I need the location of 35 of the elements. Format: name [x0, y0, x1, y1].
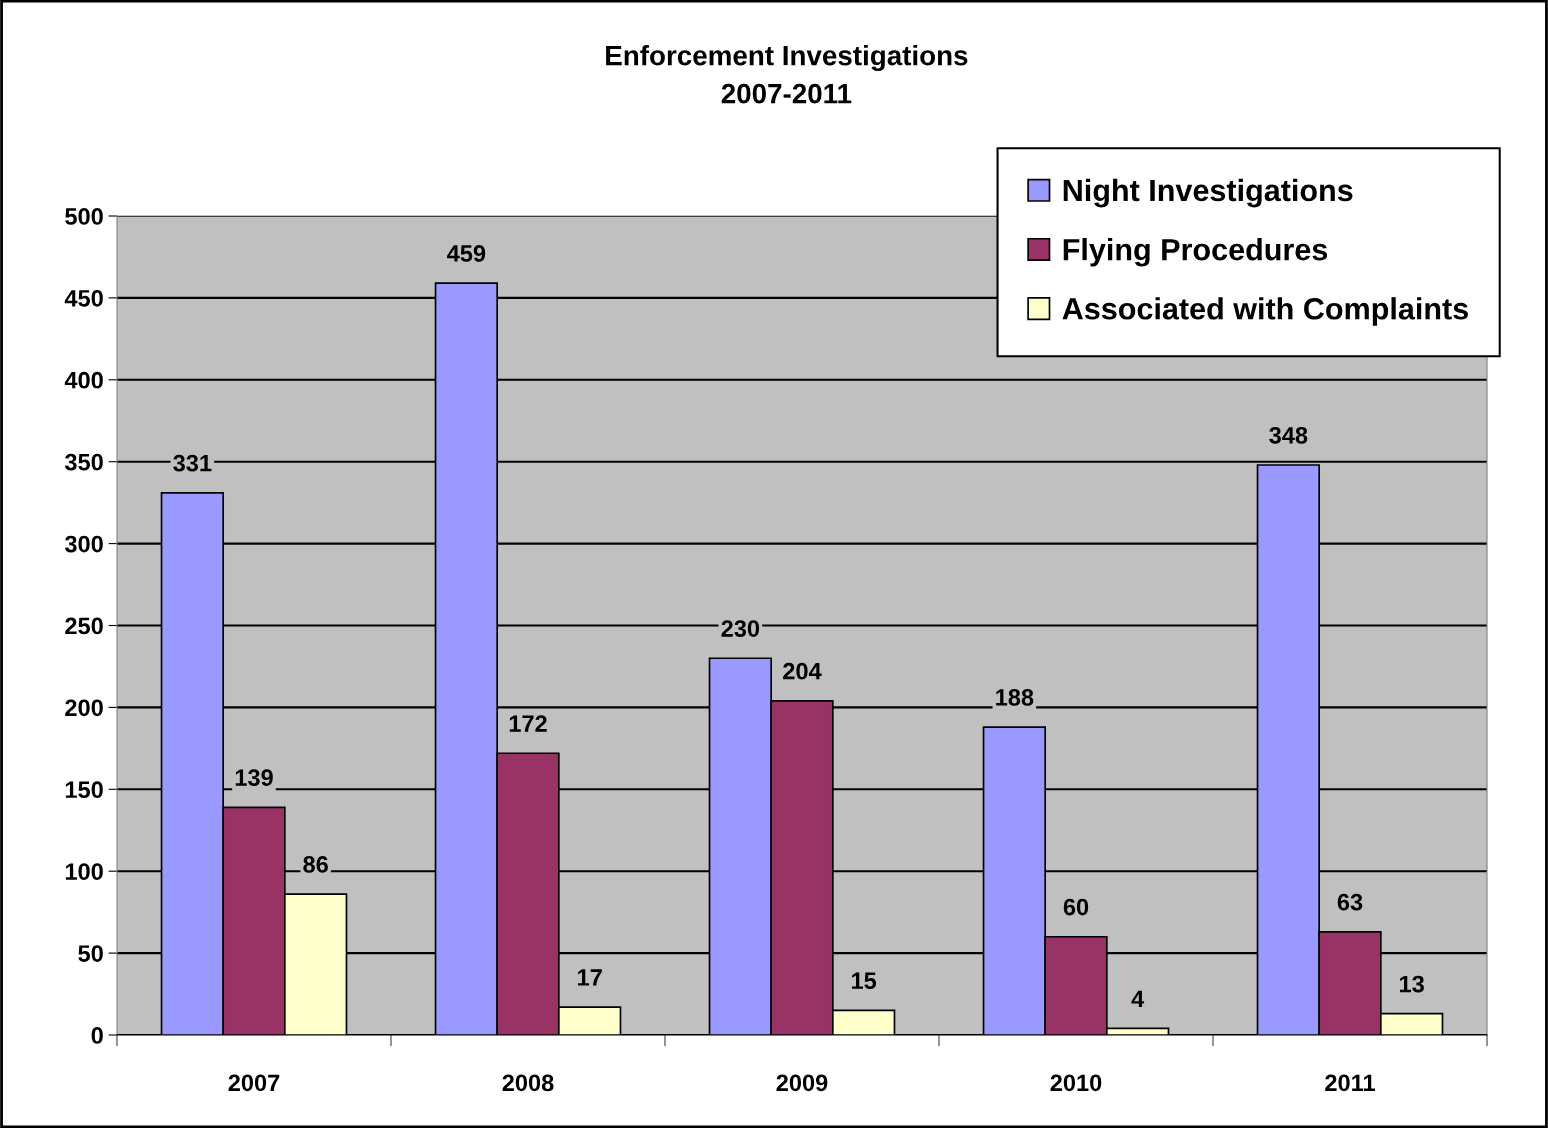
- y-tick-label: 150: [65, 781, 103, 799]
- data-label: 86: [303, 856, 328, 873]
- y-tick-label: 50: [78, 945, 103, 962]
- data-label: 204: [783, 662, 822, 680]
- data-label: 139: [235, 769, 273, 787]
- data-label: 331: [173, 454, 212, 472]
- legend-label: Flying Procedures: [1063, 238, 1328, 267]
- y-tick-label: 250: [65, 617, 103, 635]
- legend-label: Night Investigations: [1063, 178, 1353, 208]
- data-label: 348: [1269, 426, 1308, 444]
- y-tick-label: 500: [65, 208, 103, 225]
- y-tick-label: 300: [64, 535, 103, 553]
- x-tick-label: 2009: [776, 1074, 828, 1092]
- x-tick-label: 2008: [502, 1074, 554, 1092]
- data-label: 459: [447, 245, 486, 262]
- y-tick-label: 0: [91, 1027, 103, 1044]
- data-label: 172: [509, 715, 547, 732]
- data-label: 63: [1337, 893, 1363, 911]
- x-tick-label: 2007: [228, 1074, 280, 1092]
- y-tick-label: 350: [64, 453, 103, 471]
- data-label: 60: [1063, 898, 1089, 916]
- data-label: 230: [721, 620, 760, 637]
- data-label: 188: [996, 689, 1034, 706]
- y-tick-label: 450: [64, 289, 103, 307]
- data-label: 4: [1131, 990, 1145, 1007]
- x-tick-label: 2011: [1325, 1074, 1375, 1092]
- data-label: 15: [852, 972, 877, 990]
- x-tick-label: 2010: [1050, 1074, 1102, 1092]
- legend-label: Associated with Complaints: [1062, 297, 1468, 326]
- data-label: 13: [1400, 975, 1424, 993]
- y-tick-label: 100: [65, 863, 103, 880]
- chart-title: Enforcement Investigations 2007-2011: [606, 45, 968, 104]
- y-tick-label: 400: [64, 371, 103, 389]
- y-tick-label: 200: [65, 699, 103, 717]
- data-label: 17: [578, 969, 602, 986]
